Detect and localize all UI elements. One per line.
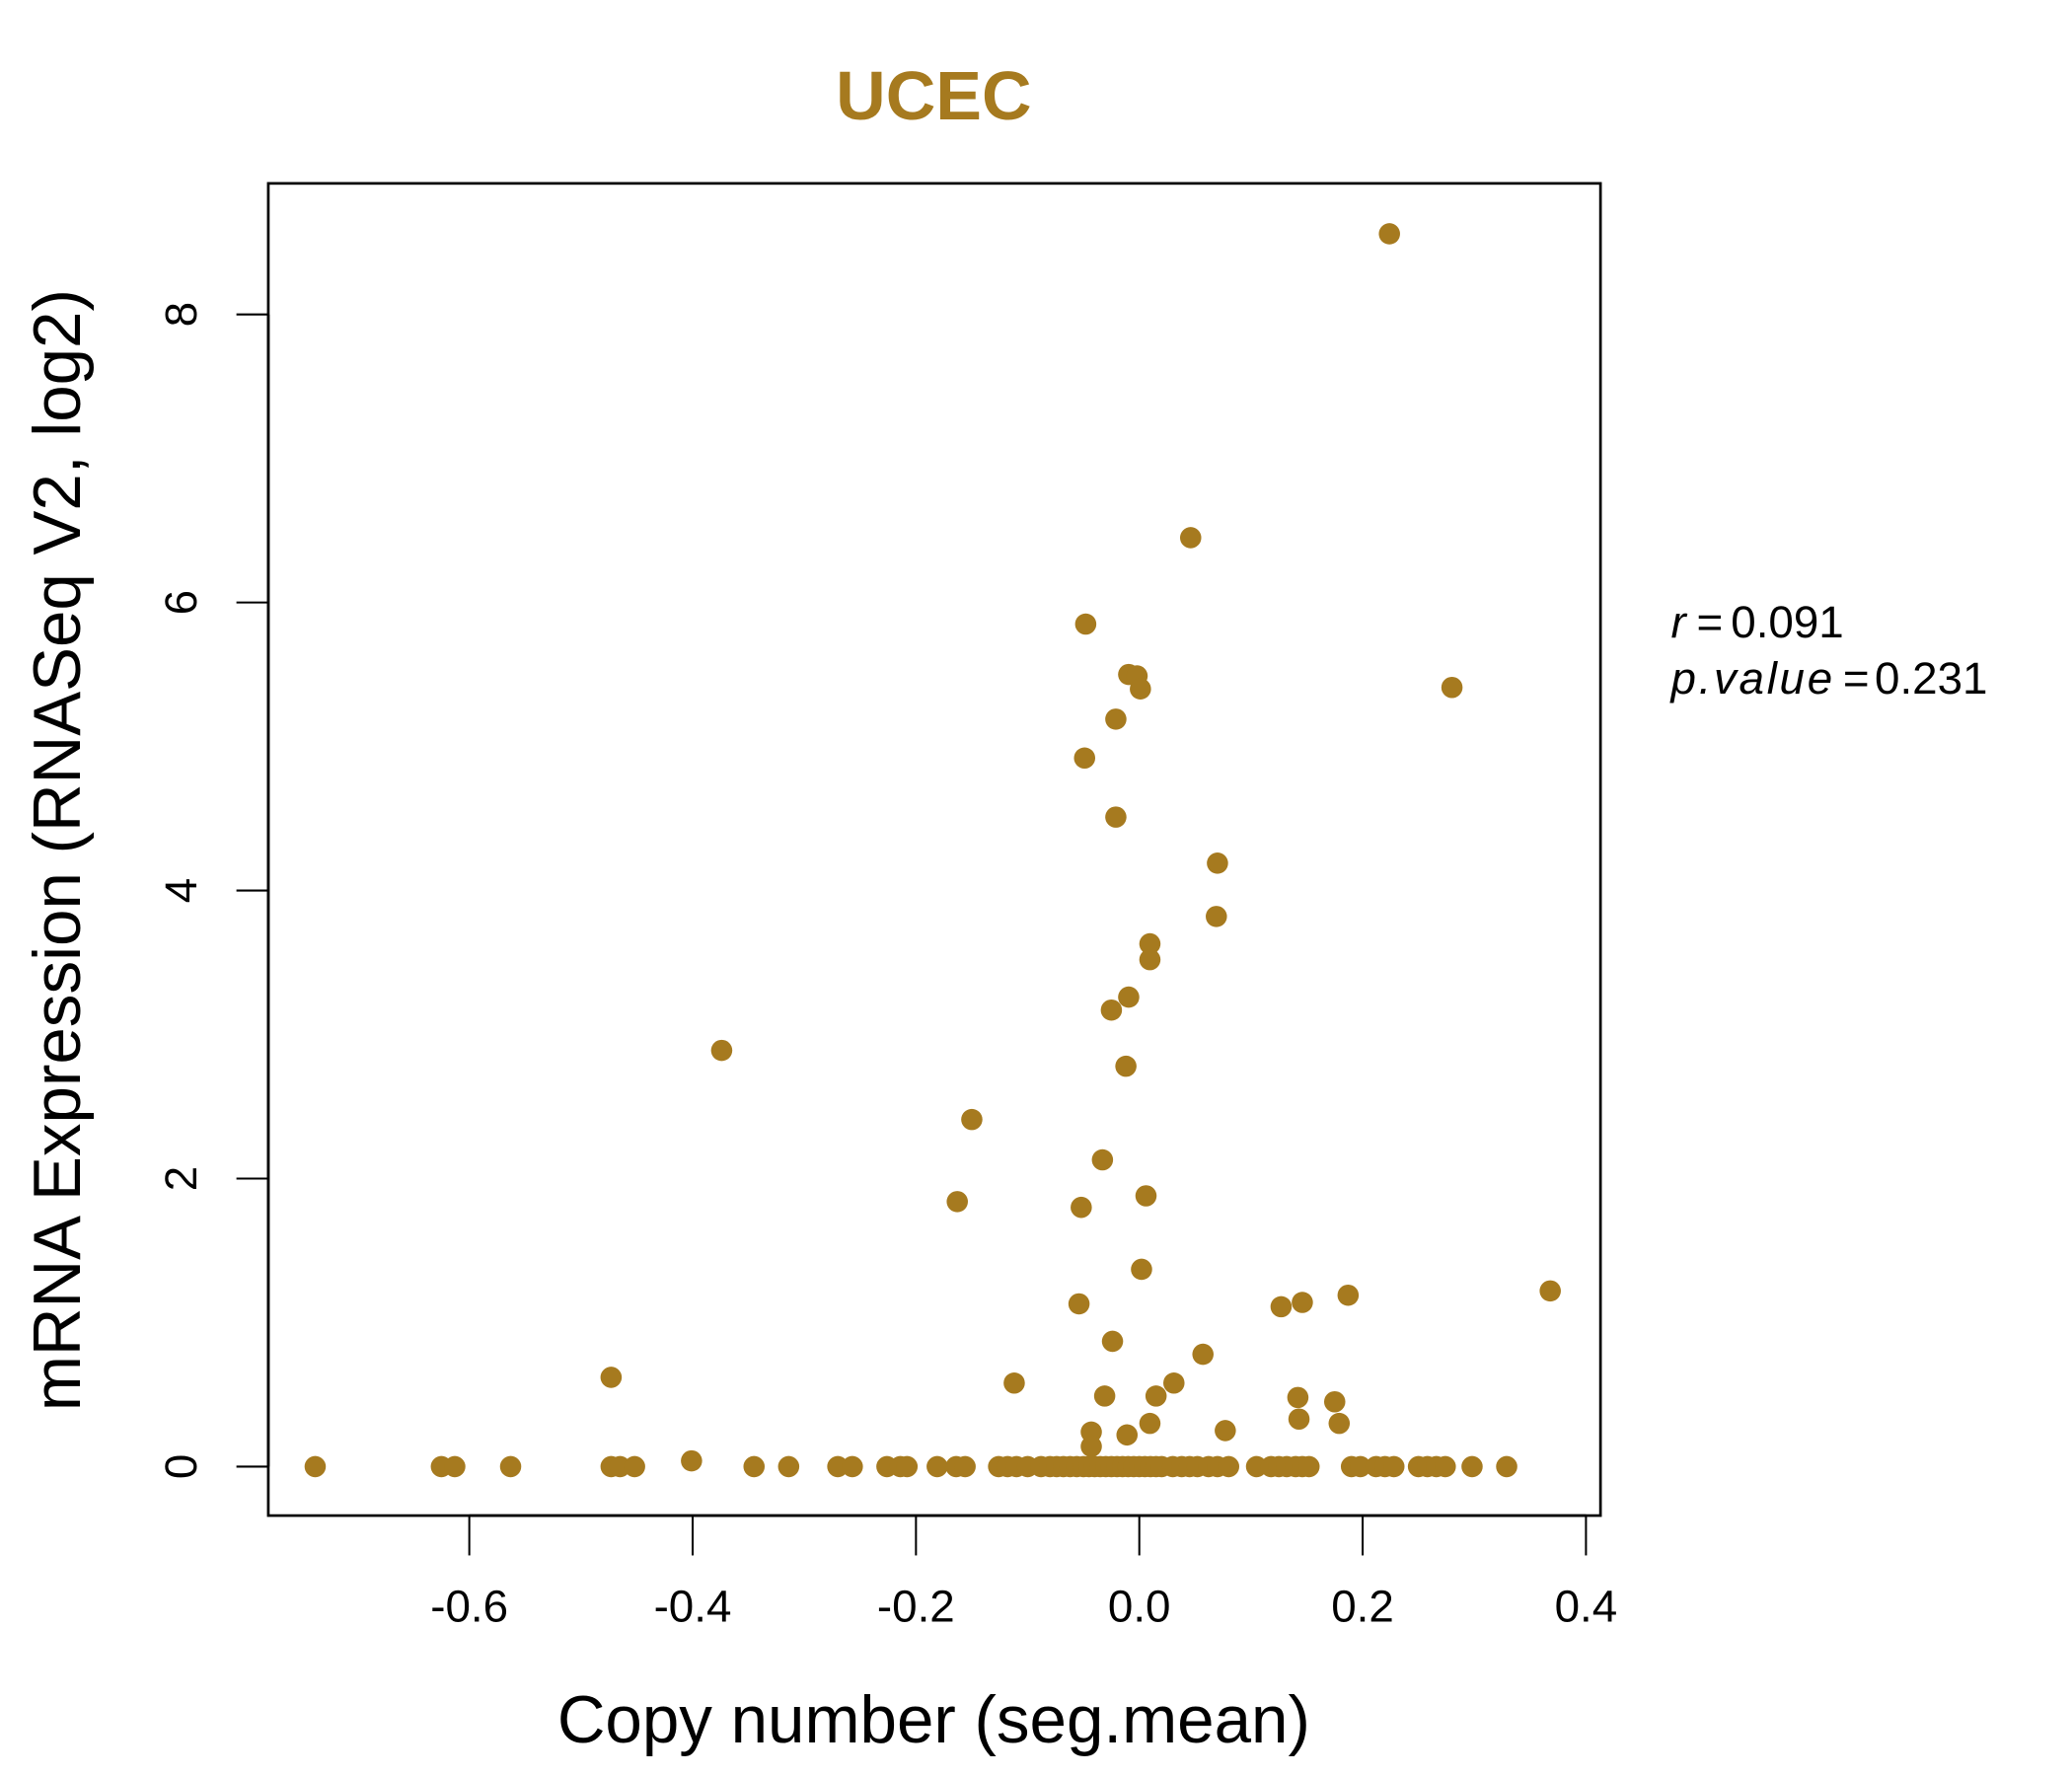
data-point [609, 1455, 631, 1478]
data-point [1130, 678, 1151, 700]
data-point [1179, 527, 1202, 549]
data-point [1461, 1455, 1483, 1478]
r-eq: = [1696, 597, 1723, 647]
data-point [1105, 708, 1127, 730]
data-point [896, 1455, 919, 1478]
data-point [1539, 1280, 1561, 1302]
data-points [304, 223, 1561, 1478]
data-point [1115, 1055, 1137, 1077]
data-point [1074, 613, 1097, 635]
data-point [304, 1455, 327, 1478]
data-point [1003, 1371, 1025, 1394]
data-point [1323, 1390, 1346, 1413]
data-point [1287, 1386, 1309, 1409]
data-point [777, 1455, 800, 1478]
data-point [926, 1455, 948, 1478]
data-point [444, 1455, 466, 1478]
data-point [1118, 986, 1140, 1008]
data-point [1145, 1385, 1167, 1407]
data-point [600, 1367, 623, 1388]
data-point [681, 1449, 703, 1472]
data-point [1135, 1185, 1157, 1207]
y-tick-label: 0 [156, 1454, 206, 1479]
data-point [1101, 1330, 1124, 1353]
data-point [946, 1191, 968, 1213]
y-axis-label: mRNA Expression (RNASeq V2, log2) [21, 289, 95, 1411]
data-point [1071, 1196, 1092, 1219]
data-point [1080, 1436, 1102, 1457]
data-point [1105, 806, 1127, 828]
data-point [1073, 747, 1096, 770]
y-axis: 0 2 4 6 8 [156, 302, 270, 1479]
data-point [1116, 1424, 1139, 1446]
data-point [1496, 1455, 1517, 1478]
chart-title: UCEC [836, 57, 1031, 134]
data-point [1378, 223, 1400, 245]
p-value: 0.231 [1875, 653, 1988, 703]
data-point [1328, 1412, 1351, 1435]
p-label: p.value [1668, 653, 1834, 703]
data-point [1350, 1455, 1371, 1478]
data-point [1382, 1455, 1405, 1478]
p-statistic: p.value = 0.231 [1668, 653, 1987, 703]
data-point [954, 1455, 976, 1478]
correlation-annotation: r = 0.091 p.value = 0.231 [1668, 597, 1987, 703]
data-point [1270, 1295, 1293, 1318]
data-point [961, 1108, 983, 1131]
data-point [1435, 1455, 1456, 1478]
data-point [842, 1455, 863, 1478]
data-point [1192, 1343, 1214, 1366]
y-tick-label: 8 [156, 302, 206, 327]
data-point [827, 1455, 849, 1478]
data-point [1139, 948, 1161, 971]
y-tick-label: 6 [156, 590, 206, 615]
r-label: r [1670, 597, 1687, 647]
x-axis-label: Copy number (seg.mean) [557, 1683, 1310, 1757]
data-point [1297, 1455, 1320, 1478]
data-point [624, 1455, 645, 1478]
data-point [743, 1455, 766, 1478]
data-point [710, 1039, 733, 1062]
data-point [1139, 1412, 1161, 1435]
data-point [1093, 1385, 1116, 1407]
x-tick-label: 0.0 [1108, 1582, 1171, 1632]
y-tick-label: 2 [156, 1166, 206, 1191]
data-point [1288, 1408, 1310, 1431]
data-point [1215, 1420, 1236, 1442]
data-point [1091, 1148, 1114, 1171]
data-point [1245, 1455, 1268, 1478]
x-tick-label: 0.4 [1555, 1582, 1618, 1632]
y-tick-label: 4 [156, 878, 206, 903]
data-point [1207, 852, 1228, 874]
p-eq: = [1843, 653, 1870, 703]
x-tick-label: -0.2 [877, 1582, 955, 1632]
r-value: 0.091 [1731, 597, 1844, 647]
x-tick-label: 0.2 [1331, 1582, 1394, 1632]
x-tick-label: -0.6 [430, 1582, 508, 1632]
data-point [1131, 1258, 1152, 1281]
data-point [1441, 676, 1463, 699]
data-point [1206, 906, 1227, 927]
data-point [1163, 1371, 1185, 1394]
x-axis: -0.6 -0.4 -0.2 0.0 0.2 0.4 [430, 1514, 1618, 1632]
data-point [1139, 932, 1161, 955]
data-point [1337, 1284, 1360, 1306]
data-point [1068, 1293, 1090, 1315]
data-point [1292, 1292, 1313, 1313]
x-tick-label: -0.4 [654, 1582, 732, 1632]
data-point [1218, 1455, 1240, 1478]
plot-frame [266, 182, 1602, 1517]
data-point [1100, 999, 1123, 1021]
data-point [499, 1455, 522, 1478]
r-statistic: r = 0.091 [1670, 597, 1843, 647]
